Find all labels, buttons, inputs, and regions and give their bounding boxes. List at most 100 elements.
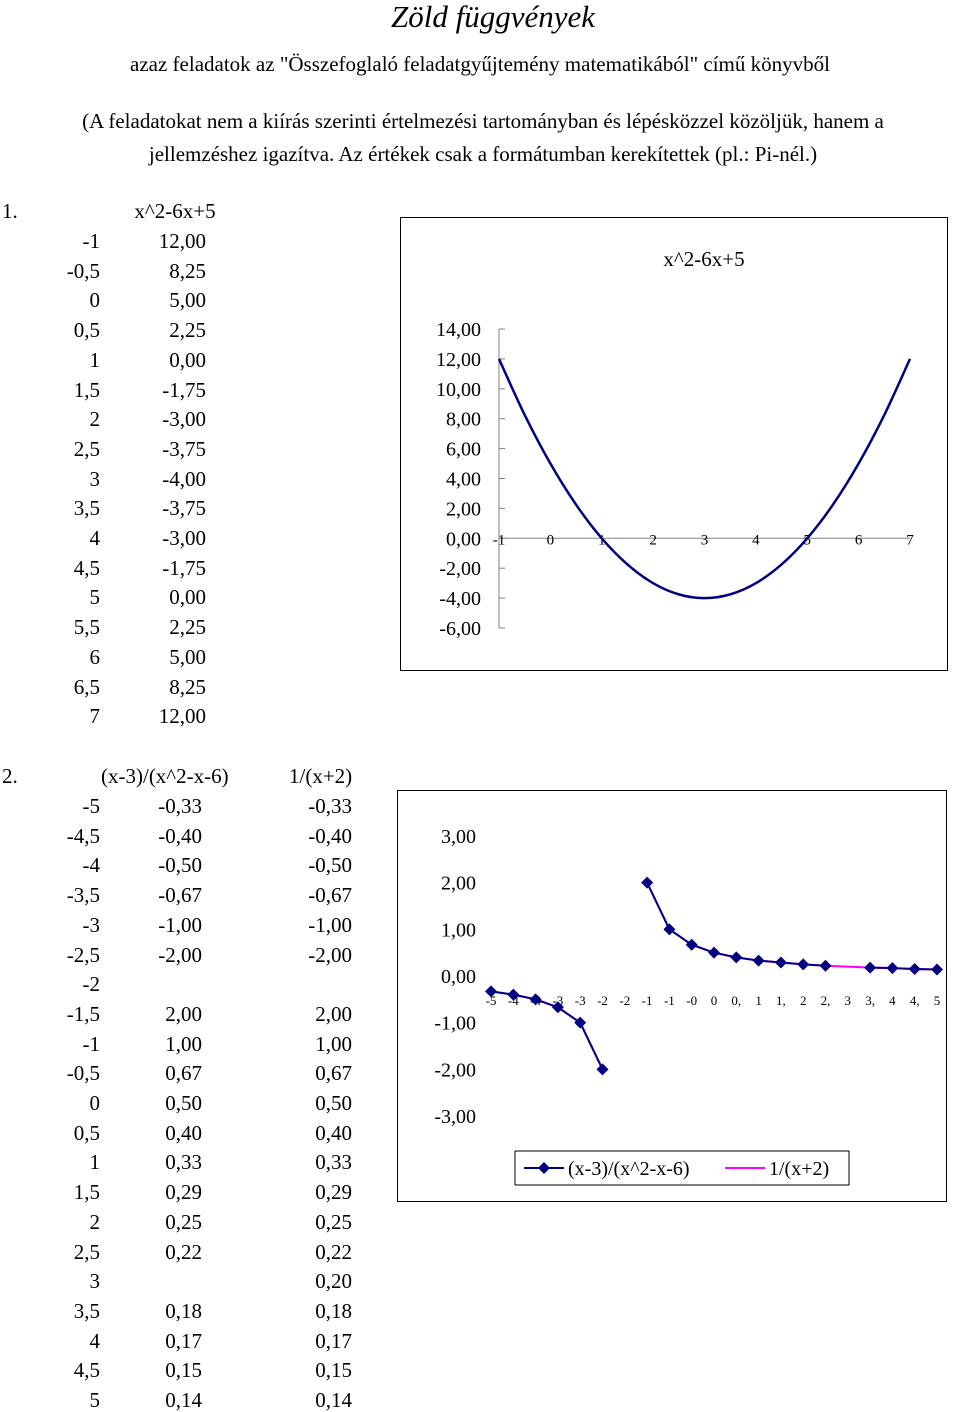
chart1-x-tick-label: 7 <box>906 532 914 548</box>
task2-f2-cell: -1,00 <box>308 912 352 937</box>
task2-f2-cell: 0,40 <box>315 1120 352 1145</box>
task1-y-cell: 0,00 <box>169 347 206 372</box>
task2-f1-cell: 0,40 <box>165 1120 202 1145</box>
task1-y-cell: -3,00 <box>162 407 206 432</box>
task2-f1-cell: -0,40 <box>158 823 202 848</box>
intro-note-line-2: jellemzéshez igazítva. Az értékek csak a… <box>148 142 818 166</box>
task1-x-cell: 5 <box>89 585 101 610</box>
chart2-x-tick-label: -4 <box>508 993 519 1008</box>
chart2-series-1-point <box>529 993 542 1006</box>
intro-note: (A feladatokat nem a kiírás szerinti ért… <box>18 105 948 171</box>
chart1-y-tick-label: 2,00 <box>446 498 481 520</box>
task2-f1-cell: 0,14 <box>165 1388 202 1412</box>
task2-x-cell: -5 <box>82 794 101 818</box>
chart2-x-tick-label: 1 <box>755 993 762 1008</box>
task2-f2-cell: -0,50 <box>308 853 352 878</box>
chart2-x-tick-label: -3 <box>552 993 563 1008</box>
chart2-series-1-point <box>685 938 698 951</box>
task1-x-cell: 4,5 <box>73 555 100 580</box>
chart2-series-1-point <box>708 946 720 959</box>
task2-x-cell: 1 <box>89 1150 101 1175</box>
chart2-svg: 3,002,001,000,00-1,00-2,00-3,00-5-4-4-3-… <box>434 826 943 1186</box>
task2-x-cell: 2,5 <box>73 1239 100 1264</box>
chart1-x-tick-label: 3 <box>701 532 709 548</box>
chart1-x-tick-label: 5 <box>804 532 812 548</box>
task1-y-cell: 8,25 <box>169 674 206 699</box>
task2-f2-cell: -0,33 <box>308 794 352 818</box>
chart1-y-tick-label: 4,00 <box>446 469 481 491</box>
task1-x-cell: -1 <box>82 229 101 253</box>
task2-x-cell: -2,5 <box>66 942 100 967</box>
chart2-series-1-point <box>574 1016 587 1029</box>
chart2-series-1-point <box>819 959 832 972</box>
chart2-x-tick-label: -5 <box>486 993 497 1008</box>
task2-f1-cell: 2,00 <box>165 1001 202 1026</box>
task2-f1-cell: 0,15 <box>165 1358 202 1383</box>
chart2-legend-box <box>514 1150 850 1186</box>
task1-x-cell: 4 <box>89 526 101 550</box>
chart1-y-tick-label: 10,00 <box>436 379 481 401</box>
task2-f2-cell: -2,00 <box>308 942 352 967</box>
chart2-series-1-point <box>485 985 497 998</box>
task2-f2-cell: -0,67 <box>308 883 352 908</box>
task2-x-cell: -4 <box>82 853 101 878</box>
task2-f2-cell: 0,25 <box>315 1209 352 1234</box>
task2-x-cell: -1,5 <box>66 1001 100 1026</box>
task2-f1-cell: 0,67 <box>165 1061 202 1086</box>
chart2-series-1-point <box>931 963 943 976</box>
chart2-y-tick-label: -2,00 <box>434 1059 476 1081</box>
chart1-x-tick-label: 4 <box>752 532 760 548</box>
task2-f2-cell: 0,50 <box>315 1091 352 1115</box>
task2-f2-cell: 0,14 <box>315 1388 352 1412</box>
chart2-y-tick-label: -1,00 <box>434 1013 476 1035</box>
task2-f2-cell: -0,40 <box>308 823 352 848</box>
chart2-x-tick-label: 0 <box>711 993 718 1008</box>
task2-x-cell: 3,5 <box>73 1298 100 1323</box>
task1-x-cell: 1 <box>89 347 101 372</box>
task2-x-cell: 0 <box>89 1091 101 1115</box>
chart1-x-tick-label: 0 <box>547 532 555 548</box>
task2-f1-cell: -1,00 <box>158 912 202 937</box>
task2-x-cell: 4 <box>89 1328 101 1353</box>
task1-x-cell: 1,5 <box>73 377 100 402</box>
task2-f2-cell: 2,00 <box>315 1001 352 1026</box>
task1-y-cell: -3,00 <box>162 526 206 550</box>
chart1-y-tick-label: 6,00 <box>446 439 481 461</box>
chart1-y-tick-label: 0,00 <box>446 528 481 550</box>
chart2-series-1-point <box>641 876 654 889</box>
task1-y-cell: -4,00 <box>162 466 206 491</box>
task2-x-cell: -4,5 <box>66 823 100 848</box>
task2-x-cell: -0,5 <box>66 1061 100 1086</box>
task2-f1-cell: 0,18 <box>165 1298 202 1323</box>
chart2-series-1-point <box>797 958 810 971</box>
task1-y-cell: -1,75 <box>162 377 206 402</box>
chart2-x-tick-label: 1, <box>776 993 786 1008</box>
task2-column-header-1: (x-3)/(x^2-x-6) <box>101 764 229 788</box>
chart1-x-tick-label: -1 <box>493 532 506 548</box>
chart1-title: x^2-6x+5 <box>663 247 744 271</box>
chart2-x-tick-label: 4 <box>889 993 896 1008</box>
task1-x-cell: 0,5 <box>73 318 100 343</box>
task2-x-cell: -3,5 <box>66 883 100 908</box>
task1-y-cell: -3,75 <box>162 496 206 521</box>
task2-f1-cell: -2,00 <box>158 942 202 967</box>
chart2-x-tick-label: 2, <box>821 993 831 1008</box>
task2-x-cell: 3 <box>89 1269 101 1294</box>
task2-x-cell: 4,5 <box>73 1358 100 1383</box>
chart2-series-1-point <box>908 963 921 975</box>
chart1-svg: x^2-6x+514,0012,0010,008,006,004,002,000… <box>436 247 914 640</box>
task1-y-cell: 12,00 <box>158 704 206 729</box>
chart2-y-tick-label: 3,00 <box>441 826 476 848</box>
task2-f1-cell: 0,22 <box>165 1239 202 1264</box>
chart2-frame: 3,002,001,000,00-1,00-2,00-3,00-5-4-4-3-… <box>397 790 947 1202</box>
chart1-series-line <box>497 358 912 600</box>
chart2-series-1-point <box>507 988 520 1001</box>
task2-x-cell: 0,5 <box>73 1120 100 1145</box>
task2-f2-cell: 0,18 <box>315 1298 352 1323</box>
task2-f2-cell: 0,15 <box>315 1358 352 1383</box>
chart2-y-tick-label: 1,00 <box>441 919 476 941</box>
page-subtitle: azaz feladatok az "Összefoglaló feladatg… <box>130 52 830 76</box>
chart1-y-tick-label: 8,00 <box>446 409 481 431</box>
chart1-y-tick-label: -4,00 <box>439 588 481 610</box>
task2-f2-cell: 1,00 <box>315 1031 352 1056</box>
